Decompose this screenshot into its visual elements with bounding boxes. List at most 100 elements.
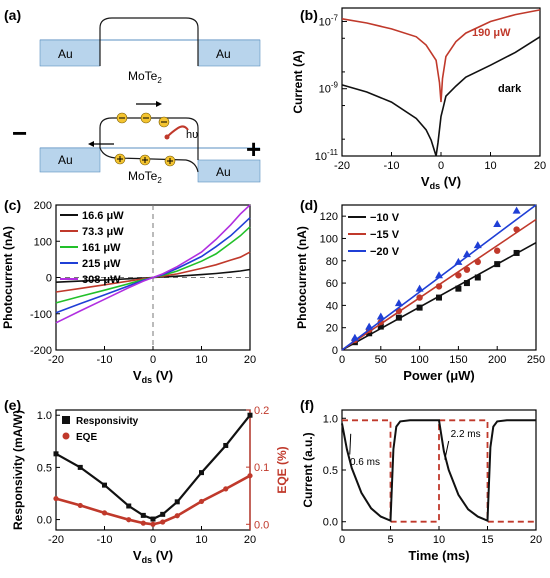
panel-b-y-tick-label: 10-9	[319, 81, 339, 96]
panel-d-point-0	[494, 261, 501, 268]
panel-e-x-axis-label-sub: ds	[142, 555, 153, 565]
panel-d-plot-frame	[341, 204, 537, 351]
panel-d-point-2	[493, 219, 502, 227]
panel-c-legend-label-3: 215 μW	[82, 258, 121, 270]
panel-f-x-tick-label: 15	[481, 534, 493, 546]
panel-e-responsivity-line	[55, 414, 251, 521]
panel-e-x-axis-label: Vds (V)	[133, 548, 173, 565]
panel-d-legend-label-0: −10 V	[370, 212, 400, 224]
panel-e-legend-swatch-0	[62, 416, 70, 424]
panel-c-x-tick-label: 10	[195, 354, 207, 366]
panel-d-x-tick-label: 150	[449, 354, 467, 366]
panel-c-x-axis-label-unit: (V)	[152, 368, 173, 383]
panel-e-y2-tick-label: 0.1	[254, 462, 269, 474]
panel-a-label: (a)	[4, 7, 21, 23]
panel-d-x-tick-label: 100	[410, 354, 428, 366]
panel-c-y-tick-label: 0	[46, 273, 52, 285]
panel-c-x-axis-label: Vds (V)	[133, 368, 173, 385]
bottom-valence-band	[99, 147, 199, 173]
panel-d-point-2	[394, 299, 403, 307]
panel-d-point-0	[416, 304, 423, 311]
panel-c-x-axis-label-sub: ds	[142, 375, 153, 385]
panel-b-x-tick-label: 0	[438, 160, 444, 172]
panel-d-point-0	[366, 330, 373, 337]
panel-e-responsivity-point	[140, 512, 146, 518]
panel-a: (a) Au Au MoTe2 Au Au MoTe2 − + hυ	[4, 7, 261, 185]
panel-e-responsivity-point	[174, 499, 180, 505]
panel-d-point-0	[463, 280, 470, 287]
panel-d-point-2	[365, 322, 374, 330]
panel-b-x-axis-label-unit: (V)	[440, 174, 461, 189]
panel-c-y-tick-label: 200	[34, 200, 52, 212]
panel-c-legend-label-1: 73.3 μW	[82, 226, 124, 238]
panel-d-point-2	[415, 284, 424, 292]
panel-e-legend-label-0: Responsivity	[76, 416, 139, 427]
panel-b-legend-light: 190 μW	[472, 27, 511, 39]
panel-d-point-2	[512, 206, 521, 214]
panel-d-point-1	[463, 266, 471, 273]
panel-e-responsivity-point	[199, 470, 204, 476]
panel-f-panel-label: (f)	[300, 397, 314, 413]
panel-c-y-axis-label: Photocurrent (nA)	[1, 226, 15, 329]
panel-d-point-1	[435, 283, 443, 290]
panel-e-responsivity-point	[77, 464, 83, 470]
panel-e-responsivity-point	[126, 503, 132, 509]
panel-f-x-tick-label: 5	[387, 534, 393, 546]
panel-d-point-2	[454, 257, 463, 265]
panel-e-eqe-point	[53, 495, 59, 502]
panel-e-eqe-point	[174, 513, 180, 519]
panel-c-y-tick-label: -100	[30, 309, 52, 321]
panel-d-point-0	[395, 314, 402, 321]
panel-b-x-axis-label: Vds (V)	[421, 174, 461, 191]
panel-d-y-tick-label: 80	[326, 256, 338, 268]
panel-e-panel-label: (e)	[4, 397, 21, 413]
panel-b-x-tick-label: 20	[534, 160, 546, 172]
panel-c-y-tick-label: 100	[34, 236, 52, 248]
panel-d-legend-label-2: −20 V	[370, 246, 400, 258]
panel-e-y2-tick-label: 0.2	[254, 405, 269, 417]
panel-e-responsivity-point	[247, 412, 253, 418]
panel-f-annotation-fall: 2.2 ms	[451, 429, 481, 440]
panel-e-x-tick-label: 0	[150, 534, 156, 546]
panel-f-annotation-rise: 0.6 ms	[350, 457, 380, 468]
panel-e-eqe-point	[77, 502, 83, 509]
panel-d-x-tick-label: 200	[488, 354, 506, 366]
panel-f-x-axis-label: Time (ms)	[408, 548, 469, 563]
panel-b-legend-dark: dark	[498, 83, 522, 95]
panel-c-x-tick-label: -10	[97, 354, 113, 366]
panel-b-x-axis-label-main: V	[421, 174, 430, 189]
panel-d-point-0	[455, 285, 462, 292]
panel-e-eqe-point	[198, 498, 205, 505]
panel-d-y-tick-label: 20	[326, 323, 338, 335]
panel-c-x-tick-label: 0	[150, 354, 156, 366]
panel-b-series-dark-line	[341, 36, 541, 157]
hole-2	[139, 154, 151, 166]
plus-electrode-sign: +	[246, 134, 261, 164]
panel-f-y-tick-label: 0.0	[323, 517, 338, 529]
panel-d-point-0	[513, 249, 520, 256]
panel-d-point-1	[494, 247, 501, 254]
panel-b-y-tick-exp: -9	[331, 81, 339, 90]
panel-d-x-tick-label: 250	[527, 354, 545, 366]
panel-b-y-tick-exp: -7	[331, 13, 339, 22]
panel-b-y-tick-label: 10-7	[319, 13, 339, 28]
panel-d-point-0	[436, 294, 442, 301]
panel-f-annotation-fall-arrow	[444, 440, 450, 460]
photon-dot	[164, 134, 170, 140]
panel-c-series-4-line	[55, 204, 251, 324]
panel-f-x-tick-label: 20	[530, 534, 542, 546]
panel-d-point-1	[513, 226, 520, 233]
panel-d-point-2	[473, 241, 482, 249]
panel-d-point-1	[455, 272, 462, 279]
panel-e-x-tick-label: 20	[244, 534, 256, 546]
panel-e-x-tick-label: -20	[48, 534, 64, 546]
panel-d-x-tick-label: 50	[375, 354, 387, 366]
panel-f-x-tick-label: 0	[339, 534, 345, 546]
panel-e-x-tick-label: -10	[97, 534, 113, 546]
panel-d-point-2	[350, 333, 359, 341]
panel-d-y-axis-label: Photocurrent (nA)	[295, 226, 309, 329]
panel-e-y2-tick-label: 0.0	[254, 519, 269, 531]
panel-c-y-tick-label: -200	[30, 345, 52, 357]
panel-d-y-tick-label: 100	[320, 233, 338, 245]
